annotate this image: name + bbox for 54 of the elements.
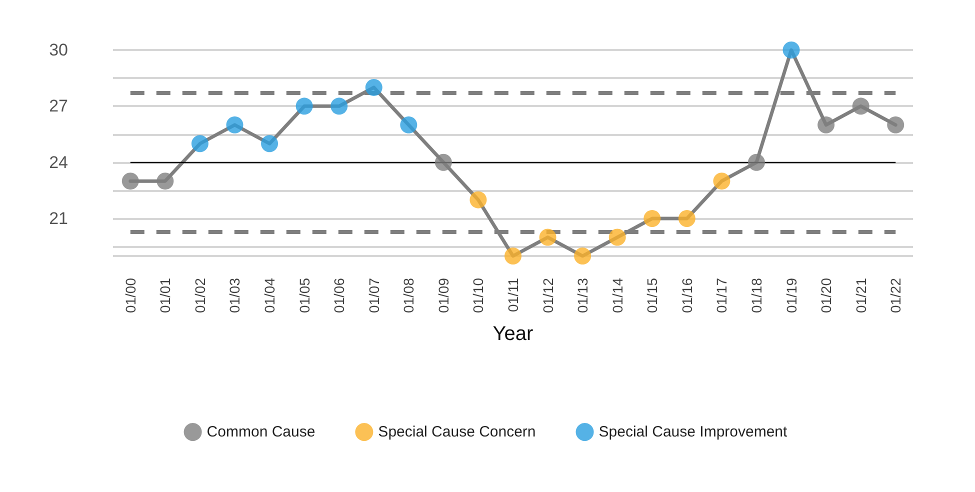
point [226,116,244,134]
x-tick-label: 01/08 [400,278,417,314]
point [261,135,278,152]
x-tick-label: 01/10 [470,278,486,314]
x-tick-label: 01/22 [888,278,904,314]
point [470,191,487,208]
point [608,228,626,246]
point [330,98,348,115]
x-tick-label: 01/01 [157,278,174,314]
x-tick-label: 01/21 [852,278,869,314]
legend-label: Special Cause Concern [378,424,536,440]
point [887,116,904,134]
y-tick-label: 27 [49,96,68,116]
point [574,248,592,264]
x-tick-label: 01/20 [818,278,834,314]
legend-label: Common Cause [206,424,316,440]
x-tick-label: 01/14 [609,278,626,314]
x-tick-label: 01/04 [262,278,278,314]
y-tick-label: 30 [49,40,68,60]
point [713,172,730,190]
point [400,116,418,134]
x-tick-label: 01/05 [296,278,312,314]
point [191,135,208,152]
point [782,42,800,58]
point [365,78,382,96]
y-tick-label: 21 [49,209,68,228]
point [678,210,696,228]
x-tick-label: 01/13 [574,278,591,314]
point [748,154,765,171]
x-tick-label: 01/11 [505,278,521,312]
legend-label: Special Cause Improvement [598,424,788,440]
x-tick-label: 01/19 [783,278,800,314]
point [156,172,174,190]
point [644,210,661,228]
x-tick-label: 01/12 [540,278,556,314]
x-tick-label: 01/03 [226,278,243,314]
x-tick-label: 01/09 [435,278,452,314]
y-tick-label: 24 [49,152,68,172]
x-tick-label: 01/00 [122,278,138,314]
x-tick-label: 01/07 [366,278,382,314]
x-tick-label: 01/02 [192,278,208,314]
point [852,98,870,115]
point [539,228,556,246]
point [434,154,452,171]
point [296,98,313,115]
x-axis-title: Year [492,323,534,345]
x-tick-label: 01/18 [748,278,764,314]
x-tick-label: 01/06 [331,278,348,314]
x-tick-label: 01/15 [644,278,660,314]
x-tick-label: 01/16 [678,278,695,314]
point [818,116,835,134]
point [122,172,139,190]
x-tick-label: 01/17 [714,278,730,314]
point [504,248,522,264]
